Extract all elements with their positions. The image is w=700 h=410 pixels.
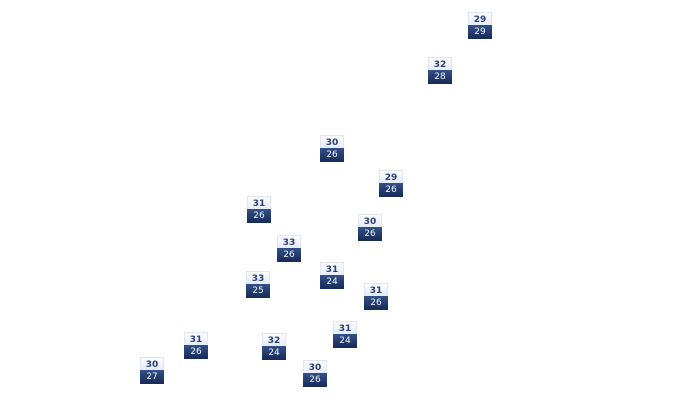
temperature-marker[interactable]: 32 28 <box>428 57 452 84</box>
temperature-marker[interactable]: 31 26 <box>184 332 208 359</box>
low-temperature: 24 <box>333 334 357 348</box>
high-temperature: 30 <box>303 360 327 373</box>
temperature-marker[interactable]: 31 26 <box>247 196 271 223</box>
high-temperature: 31 <box>333 321 357 334</box>
temperature-marker[interactable]: 33 26 <box>277 235 301 262</box>
temperature-marker[interactable]: 29 26 <box>379 170 403 197</box>
low-temperature: 26 <box>184 345 208 359</box>
low-temperature: 26 <box>247 209 271 223</box>
low-temperature: 26 <box>379 183 403 197</box>
high-temperature: 31 <box>247 196 271 209</box>
temperature-marker[interactable]: 30 26 <box>303 360 327 387</box>
high-temperature: 30 <box>358 214 382 227</box>
temperature-marker[interactable]: 31 24 <box>333 321 357 348</box>
temperature-marker[interactable]: 30 26 <box>320 135 344 162</box>
low-temperature: 28 <box>428 70 452 84</box>
high-temperature: 33 <box>246 271 270 284</box>
low-temperature: 26 <box>277 248 301 262</box>
low-temperature: 26 <box>303 373 327 387</box>
low-temperature: 27 <box>140 370 164 384</box>
low-temperature: 26 <box>358 227 382 241</box>
high-temperature: 33 <box>277 235 301 248</box>
temperature-marker[interactable]: 29 29 <box>468 12 492 39</box>
temperature-marker[interactable]: 31 26 <box>364 283 388 310</box>
high-temperature: 31 <box>184 332 208 345</box>
temperature-marker[interactable]: 30 27 <box>140 357 164 384</box>
temperature-marker[interactable]: 30 26 <box>358 214 382 241</box>
high-temperature: 30 <box>140 357 164 370</box>
low-temperature: 24 <box>262 346 286 360</box>
high-temperature: 32 <box>262 333 286 346</box>
high-temperature: 31 <box>320 262 344 275</box>
temperature-marker[interactable]: 33 25 <box>246 271 270 298</box>
high-temperature: 29 <box>379 170 403 183</box>
high-temperature: 31 <box>364 283 388 296</box>
low-temperature: 24 <box>320 275 344 289</box>
high-temperature: 30 <box>320 135 344 148</box>
temperature-marker[interactable]: 32 24 <box>262 333 286 360</box>
low-temperature: 26 <box>364 296 388 310</box>
high-temperature: 29 <box>468 12 492 25</box>
low-temperature: 26 <box>320 148 344 162</box>
low-temperature: 29 <box>468 25 492 39</box>
temperature-marker[interactable]: 31 24 <box>320 262 344 289</box>
high-temperature: 32 <box>428 57 452 70</box>
low-temperature: 25 <box>246 284 270 298</box>
